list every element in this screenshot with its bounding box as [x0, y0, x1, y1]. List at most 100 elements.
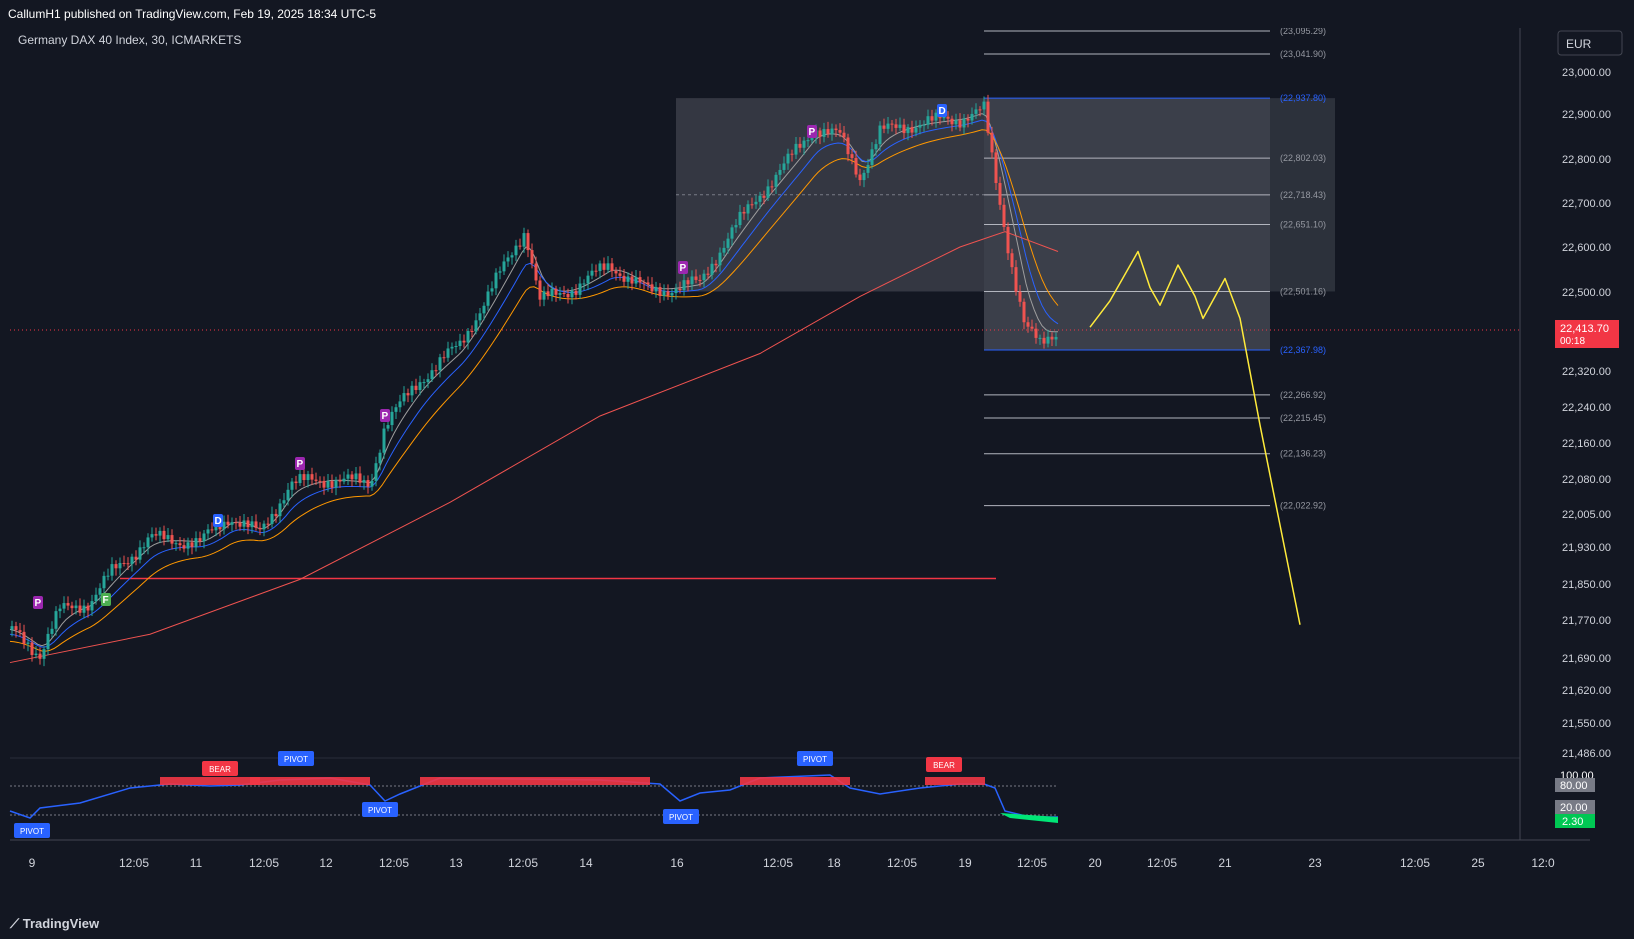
candle [666, 291, 670, 296]
price-tick-label: 22,600.00 [1562, 242, 1611, 254]
candle [614, 270, 618, 274]
fib-level-label: (22,802.03) [1280, 153, 1326, 163]
candle [130, 556, 134, 565]
candle [698, 279, 702, 281]
time-tick-label: 12:05 [508, 856, 538, 870]
osc-tag-pivot[interactable] [797, 751, 833, 766]
osc-axis-label: 80.00 [1560, 780, 1588, 792]
time-tick-label: 12:05 [119, 856, 149, 870]
osc-tag-bear[interactable] [202, 761, 238, 776]
marker-p-badge[interactable] [380, 409, 390, 422]
candle [190, 542, 194, 548]
candle [654, 287, 658, 292]
marker-label: D [215, 516, 222, 527]
candle [178, 543, 182, 546]
osc-tag-bear[interactable] [926, 757, 962, 772]
candle [546, 291, 550, 297]
candle [470, 331, 474, 333]
price-tick-label: 22,005.00 [1562, 509, 1611, 521]
candle [746, 204, 750, 214]
candle [50, 628, 54, 634]
candle [934, 112, 938, 121]
marker-label: P [680, 263, 687, 274]
candle [714, 263, 718, 266]
candle [518, 245, 522, 247]
candle [866, 165, 870, 173]
tradingview-logo[interactable]: ⟋ TradingView [10, 916, 99, 932]
candle [206, 529, 210, 534]
candle [994, 152, 998, 184]
candle [326, 481, 330, 488]
marker-d-badge[interactable] [213, 514, 223, 527]
candle [898, 124, 902, 128]
fib-level-label: (22,367.98) [1280, 345, 1326, 355]
candle [14, 626, 18, 631]
candle [602, 263, 606, 270]
candle [54, 611, 58, 629]
candle [1022, 301, 1026, 323]
candle [930, 116, 934, 121]
trading-chart[interactable]: (23,095.29) (23,041.90) (22,937.80) (22,802… [0, 28, 1634, 906]
candle [390, 411, 394, 426]
ema-fast-line [9, 113, 1059, 647]
candle [586, 275, 590, 284]
candle [530, 250, 534, 264]
candle [570, 290, 574, 298]
candle [550, 288, 554, 297]
fib-level-label: (22,136.23) [1280, 449, 1326, 459]
candle [742, 211, 746, 214]
candle [1030, 326, 1034, 329]
projection-path [1089, 250, 1301, 625]
candle [294, 481, 298, 484]
consolidation-zone [676, 98, 984, 292]
candle [422, 382, 426, 384]
candle [886, 123, 890, 129]
candle [906, 127, 910, 134]
osc-tag-label: PIVOT [368, 806, 392, 815]
candle [346, 474, 350, 479]
osc-axis-badge [1555, 778, 1595, 792]
osc-tag-pivot[interactable] [278, 751, 314, 766]
candle [10, 626, 14, 630]
candle [126, 563, 130, 565]
candle [914, 127, 918, 133]
osc-tag-pivot[interactable] [14, 823, 50, 838]
candle [506, 257, 510, 262]
osc-overbought-fill [160, 777, 260, 785]
candle [238, 522, 242, 527]
candle [514, 245, 518, 256]
candle [254, 521, 258, 528]
currency-badge[interactable]: EUR [1557, 30, 1623, 56]
candle [394, 407, 398, 412]
candle [58, 608, 62, 612]
candle [258, 527, 262, 530]
candle [1054, 336, 1058, 340]
candle [458, 340, 462, 347]
candle [478, 313, 482, 321]
candle [122, 562, 126, 564]
candle [922, 124, 926, 126]
time-tick-label: 12:0 [1531, 856, 1555, 870]
osc-tag-pivot[interactable] [663, 809, 699, 824]
candle [578, 283, 582, 295]
marker-f-badge[interactable] [101, 593, 111, 606]
marker-p-badge[interactable] [678, 261, 688, 274]
candle [806, 140, 810, 142]
candle [446, 348, 450, 358]
candle [554, 288, 558, 295]
candle [534, 263, 538, 281]
marker-p-badge[interactable] [295, 457, 305, 470]
osc-tag-pivot[interactable] [362, 802, 398, 817]
fib-level-label: (22,501.16) [1280, 286, 1326, 296]
candle [646, 282, 650, 285]
candle [30, 642, 34, 655]
candle [290, 481, 294, 490]
marker-p-badge[interactable] [33, 596, 43, 609]
candle [694, 276, 698, 280]
candle [782, 163, 786, 170]
candle [474, 320, 478, 332]
candle [198, 538, 202, 542]
marker-p-badge[interactable] [807, 125, 817, 138]
marker-d-badge[interactable] [937, 104, 947, 117]
candle [322, 480, 326, 488]
